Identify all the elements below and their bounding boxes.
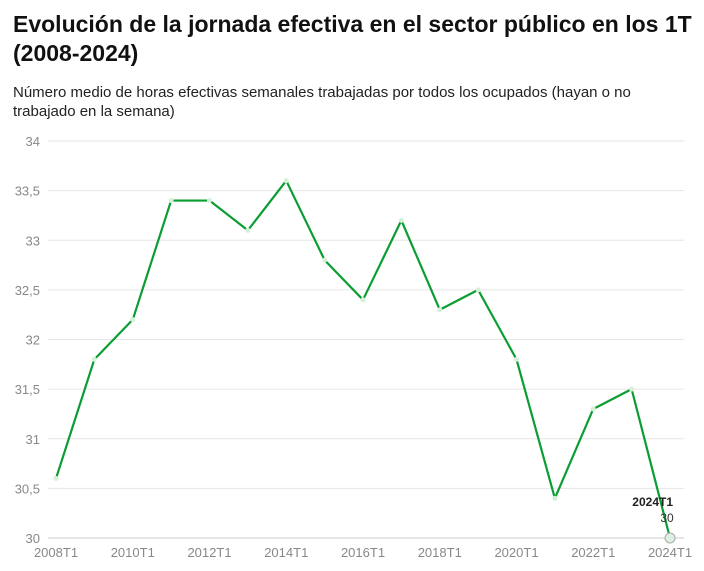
data-point: [664, 532, 676, 544]
data-point: [322, 257, 328, 263]
data-point: [437, 307, 443, 313]
data-point: [398, 217, 404, 223]
data-point: [168, 198, 174, 204]
x-tick-label: 2014T1: [264, 545, 308, 560]
x-tick-label: 2010T1: [111, 545, 155, 560]
y-tick-label: 30: [26, 531, 40, 546]
annotation-label: 2024T1: [632, 495, 673, 509]
data-point: [360, 297, 366, 303]
data-point: [629, 386, 635, 392]
y-tick-label: 32: [26, 333, 40, 348]
x-tick-label: 2008T1: [34, 545, 78, 560]
x-tick-label: 2024T1: [648, 545, 692, 560]
data-point: [245, 227, 251, 233]
data-point: [590, 406, 596, 412]
y-tick-label: 33,5: [15, 184, 40, 199]
x-tick-label: 2022T1: [571, 545, 615, 560]
x-tick-label: 2016T1: [341, 545, 385, 560]
y-tick-label: 31,5: [15, 382, 40, 397]
y-tick-label: 33: [26, 233, 40, 248]
data-point: [207, 198, 212, 204]
data-point: [475, 287, 481, 293]
data-point: [552, 495, 558, 501]
series-line: [54, 179, 672, 539]
x-tick-label: 2020T1: [494, 545, 538, 560]
chart-subtitle: Número medio de horas efectivas semanale…: [13, 84, 631, 120]
chart-title: Evolución de la jornada efectiva en el s…: [13, 11, 692, 66]
data-point: [130, 317, 136, 323]
y-tick-label: 31: [26, 432, 40, 447]
x-tick-label: 2018T1: [418, 545, 462, 560]
annotation-value: 30: [660, 511, 674, 525]
data-point: [91, 356, 97, 362]
y-tick-label: 32,5: [15, 283, 40, 298]
y-tick-label: 30,5: [15, 481, 40, 496]
y-tick-label: 34: [26, 134, 40, 149]
data-point: [514, 356, 519, 362]
data-point: [283, 178, 289, 184]
x-tick-label: 2012T1: [187, 545, 231, 560]
data-point: [53, 475, 59, 481]
